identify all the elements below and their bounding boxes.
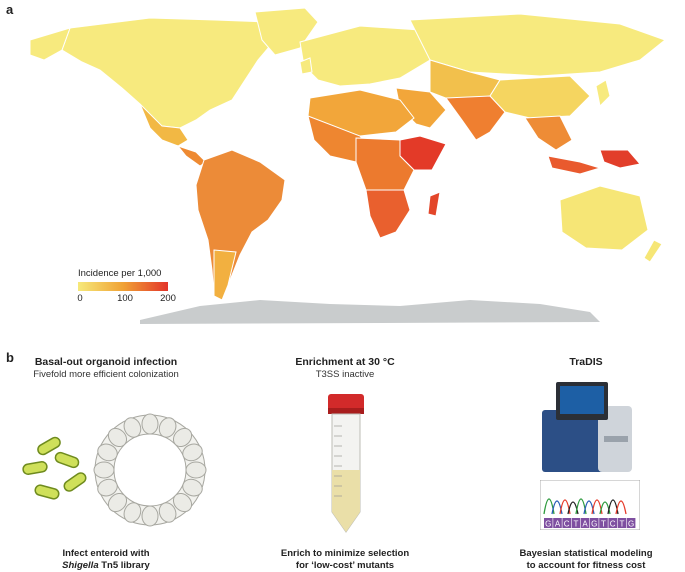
enteroid-cells (93, 413, 207, 527)
sequence-base-box (562, 518, 571, 528)
step2-title: Enrichment at 30 °C (295, 356, 395, 368)
step2-caption-line2: for ‘low-cost’ mutants (295, 560, 395, 571)
mexico (139, 103, 189, 147)
europe (299, 25, 431, 87)
bacteria-icon (22, 436, 87, 500)
antarctica (140, 300, 600, 324)
step3-title: TraDIS (569, 356, 603, 368)
step3-caption: Bayesian statistical modeling to account… (519, 548, 652, 572)
step1-caption: Infect enteroid with Shigella Tn5 librar… (62, 548, 150, 572)
sequence-base-box (580, 518, 590, 528)
sequence-base-box (590, 518, 599, 528)
sequence-base-letter: T (573, 520, 578, 529)
enteroid-cell (158, 502, 177, 523)
central-america (176, 144, 207, 167)
enteroid-cell (123, 502, 142, 523)
sequence-base-box (599, 518, 608, 528)
south-america (195, 149, 286, 301)
step3-caption-line2: to account for fitness cost (526, 560, 646, 571)
china (489, 75, 591, 119)
panel-a-label: a (6, 2, 14, 17)
incidence-legend: Incidence per 1,000 0 100 200 (77, 268, 198, 304)
legend-title: Incidence per 1,000 (78, 268, 162, 279)
sequence-base-box (553, 518, 562, 528)
step2-caption-line1: Enrich to minimize selection (280, 548, 410, 559)
enteroid-cell (185, 461, 207, 479)
sequence-base-letter: G (628, 520, 634, 529)
sequence-base-letter: G (545, 520, 551, 529)
step1-caption-line1: Infect enteroid with (62, 548, 150, 559)
sequence-base-box (544, 518, 553, 528)
sequence-base-box (626, 518, 636, 528)
falcon-tube-icon (328, 394, 364, 533)
sequence-base-letter: C (564, 520, 570, 529)
madagascar (427, 191, 441, 217)
step2-subtitle: T3SS inactive (315, 369, 375, 380)
legend-tick-0: 0 (77, 293, 83, 304)
enteroid-cell (97, 443, 118, 462)
sequence-base-box (608, 518, 617, 528)
step1-caption-line2: Tn5 library (98, 560, 150, 571)
japan (595, 79, 611, 108)
southeast-asia (524, 115, 573, 151)
argentina (213, 249, 237, 301)
southern-africa (365, 189, 411, 239)
step1-caption-italic: Shigella (62, 560, 99, 571)
legend-tick-100: 100 (117, 293, 133, 304)
enteroid-cell (182, 478, 203, 497)
sequencer-icon (542, 382, 632, 472)
enteroid-cell (107, 427, 128, 448)
sequence-base-letter: A (582, 520, 588, 529)
indonesia (547, 155, 602, 175)
enteroid-cell (172, 427, 193, 448)
enteroid-cell (97, 478, 118, 497)
sequence-base-letter: C (610, 520, 616, 529)
step1-title: Basal-out organoid infection (34, 356, 178, 368)
sequence-base-letter: T (601, 520, 606, 529)
enteroid-cell (123, 417, 142, 438)
uk (299, 57, 313, 75)
panel-b-label: b (6, 350, 14, 365)
step2-caption: Enrich to minimize selection for ‘low-co… (281, 548, 409, 572)
enteroid-cell (158, 417, 177, 438)
new-guinea (599, 149, 641, 169)
new-zealand (643, 239, 663, 263)
enteroid-cell (93, 461, 115, 479)
enteroid-cell (141, 413, 159, 435)
enteroid-cell (141, 505, 159, 527)
step3-caption-line1: Bayesian statistical modeling (519, 548, 653, 559)
sequence-base-box (617, 518, 627, 528)
sequence-base-letter: T (619, 520, 624, 529)
enteroid-cell (182, 443, 203, 462)
step1-subtitle: Fivefold more efficient colonization (33, 369, 179, 380)
australia (559, 185, 649, 251)
alaska (29, 27, 71, 61)
organoid-illustration (22, 413, 207, 527)
enteroid-cell (172, 492, 193, 513)
sequence-base-letter: G (591, 520, 597, 529)
sequence-base-box (571, 518, 581, 528)
world-incidence-map (29, 7, 667, 324)
legend-tick-200: 200 (160, 293, 176, 304)
sequence-base-letter: A (555, 520, 561, 529)
legend-color-bar (78, 282, 168, 291)
north-america (61, 17, 276, 129)
enteroid-cell (107, 492, 128, 513)
